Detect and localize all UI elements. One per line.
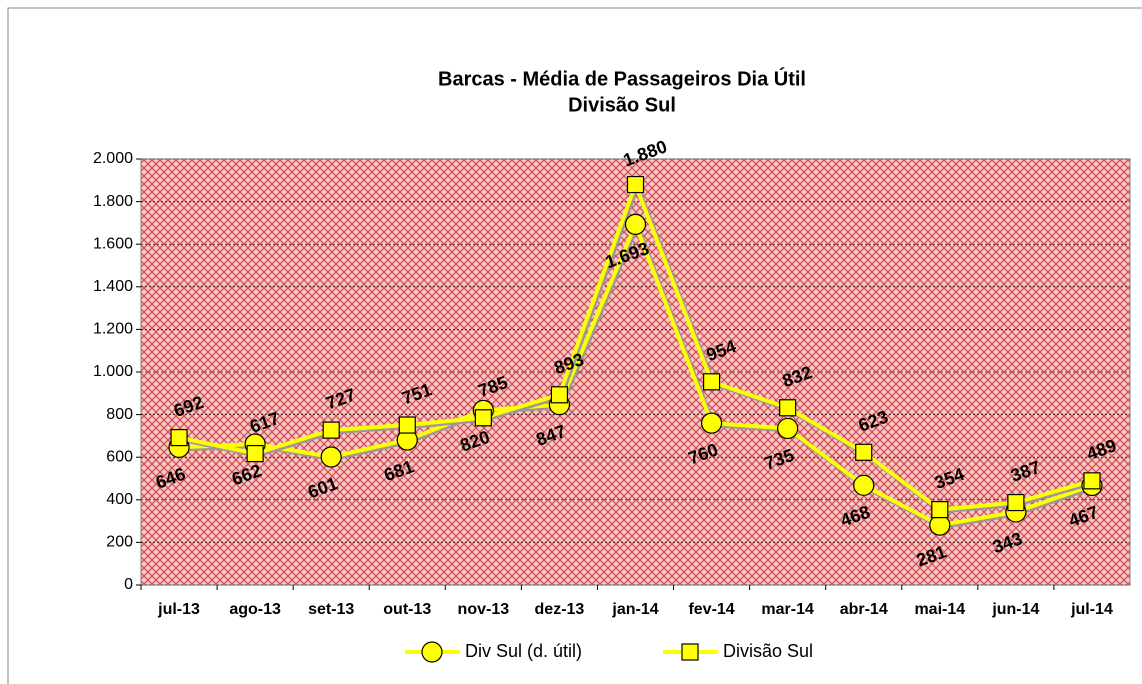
data-point <box>700 412 723 434</box>
data-point <box>853 474 875 496</box>
y-tick-label: 800 <box>106 406 133 423</box>
data-point <box>855 443 873 461</box>
x-tick-label: jun-14 <box>991 601 1039 618</box>
y-tick-label: 1.200 <box>93 321 133 338</box>
data-point <box>474 409 492 427</box>
x-tick-label: mar-14 <box>761 601 814 618</box>
x-tick-label: jul-13 <box>157 601 200 618</box>
x-tick-label: nov-13 <box>458 601 510 618</box>
data-point <box>170 429 188 447</box>
data-point <box>931 500 949 519</box>
x-tick-label: set-13 <box>308 601 354 618</box>
legend-marker <box>421 641 443 663</box>
x-tick-label: fev-14 <box>688 601 734 618</box>
y-tick-label: 1.000 <box>93 363 133 380</box>
y-tick-label: 1.800 <box>93 193 133 210</box>
data-point <box>320 446 342 468</box>
frame <box>7 7 1142 684</box>
chart-title: Barcas - Média de Passageiros Dia Útil <box>438 66 806 90</box>
legend-label: Div Sul (d. útil) <box>465 641 582 661</box>
data-point <box>779 399 797 417</box>
x-tick-label: dez-13 <box>535 601 585 618</box>
y-tick-label: 2.000 <box>93 150 133 167</box>
x-tick-label: jan-14 <box>611 601 658 618</box>
data-point <box>1083 472 1101 490</box>
data-point <box>1007 493 1025 512</box>
legend-label: Divisão Sul <box>723 641 813 661</box>
y-tick-label: 200 <box>106 534 133 551</box>
data-point <box>550 386 569 404</box>
data-point <box>246 444 264 463</box>
data-point <box>398 416 416 434</box>
x-tick-label: out-13 <box>383 601 431 618</box>
data-point <box>777 417 799 440</box>
y-tick-label: 600 <box>106 448 133 465</box>
x-tick-label: jul-14 <box>1070 601 1113 618</box>
data-point <box>626 175 645 194</box>
legend-marker <box>681 643 699 661</box>
x-tick-label: ago-13 <box>229 601 281 618</box>
y-tick-label: 1.600 <box>93 235 133 252</box>
data-point <box>322 421 340 439</box>
x-tick-label: mai-14 <box>914 601 965 618</box>
data-point <box>702 373 721 391</box>
y-tick-label: 1.400 <box>93 278 133 295</box>
chart-subtitle: Divisão Sul <box>568 94 676 116</box>
x-tick-label: abr-14 <box>840 601 888 618</box>
y-tick-label: 400 <box>106 491 133 508</box>
data-point <box>624 213 647 235</box>
y-tick-label: 0 <box>124 576 133 593</box>
